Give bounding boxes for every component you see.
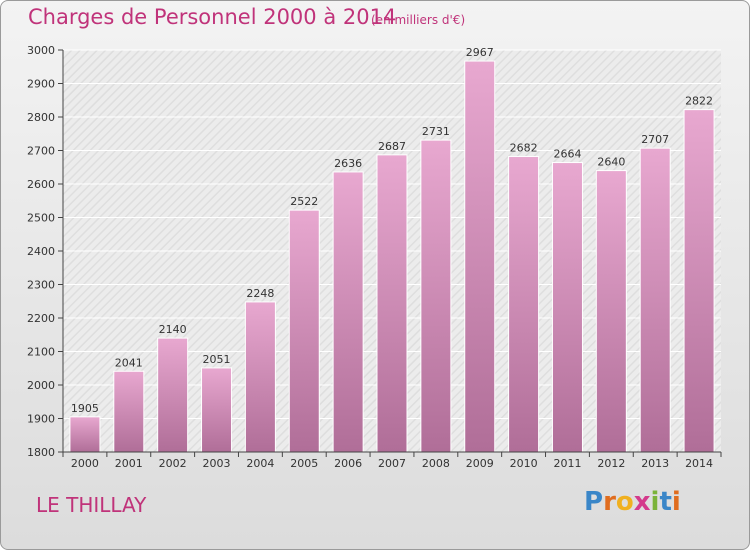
data-label-2005: 2522 [290,195,318,208]
y-tick-label: 2600 [27,178,55,191]
logo-letter: i [650,487,660,517]
data-label-2002: 2140 [159,323,187,336]
data-label-2003: 2051 [203,353,231,366]
bar-2007 [376,154,408,453]
bar-2000 [69,416,101,453]
data-label-2011: 2664 [553,148,581,161]
y-tick-label: 2400 [27,245,55,258]
x-tick-label-2004: 2004 [246,457,274,470]
data-label-2014: 2822 [685,95,713,108]
data-label-2000: 1905 [71,402,99,415]
y-tick-label: 2300 [27,279,55,292]
logo-letter: P [584,487,604,517]
x-tick-label-2011: 2011 [553,457,581,470]
data-label-2012: 2640 [597,156,625,169]
x-tick-label-2002: 2002 [159,457,187,470]
y-tick-label: 2800 [27,111,55,124]
y-tick-label: 2000 [27,379,55,392]
bar-2009 [464,60,496,453]
bar-2014 [683,109,715,453]
data-label-2009: 2967 [466,46,494,59]
data-label-2013: 2707 [641,133,669,146]
x-tick-label-2012: 2012 [597,457,625,470]
data-label-2008: 2731 [422,125,450,138]
x-tick-label-2005: 2005 [290,457,318,470]
bar-2008 [420,139,452,453]
y-tick-label: 2200 [27,312,55,325]
bar-2005 [288,209,320,453]
y-tick-label: 1800 [27,446,55,459]
proxiti-logo: Proxiti [584,487,681,517]
data-label-2010: 2682 [510,142,538,155]
data-label-2001: 2041 [115,356,143,369]
y-tick-label: 2500 [27,212,55,225]
y-tick-label: 2700 [27,145,55,158]
logo-letter: x [633,487,651,517]
x-tick-label-2008: 2008 [422,457,450,470]
data-label-2006: 2636 [334,157,362,170]
x-tick-label-2001: 2001 [115,457,143,470]
x-tick-label-2007: 2007 [378,457,406,470]
bar-2012 [595,170,627,453]
bar-2011 [551,162,583,453]
bar-2013 [639,147,671,453]
logo-letter: r [603,487,616,517]
y-tick-label: 1900 [27,413,55,426]
y-tick-label: 2100 [27,346,55,359]
x-tick-label-2010: 2010 [510,457,538,470]
logo-letter: o [615,487,634,517]
bar-2002 [157,337,189,453]
bar-2006 [332,171,364,453]
x-tick-label-2000: 2000 [71,457,99,470]
bar-2003 [201,367,233,453]
logo-letter: t [659,487,672,517]
x-tick-label-2006: 2006 [334,457,362,470]
x-tick-label-2003: 2003 [203,457,231,470]
logo-letter: i [671,487,681,517]
chart-unit-label: (en milliers d'€) [371,13,466,27]
y-tick-label: 2900 [27,78,55,91]
x-tick-label-2009: 2009 [466,457,494,470]
x-tick-label-2013: 2013 [641,457,669,470]
bar-2004 [244,301,276,453]
chart-title: Charges de Personnel 2000 à 2014 [28,5,397,29]
bar-2010 [508,156,540,453]
data-label-2007: 2687 [378,140,406,153]
commune-name: LE THILLAY [36,493,147,517]
x-tick-label-2014: 2014 [685,457,713,470]
bar-2001 [113,370,145,453]
data-label-2004: 2248 [246,287,274,300]
y-tick-label: 3000 [27,44,55,57]
